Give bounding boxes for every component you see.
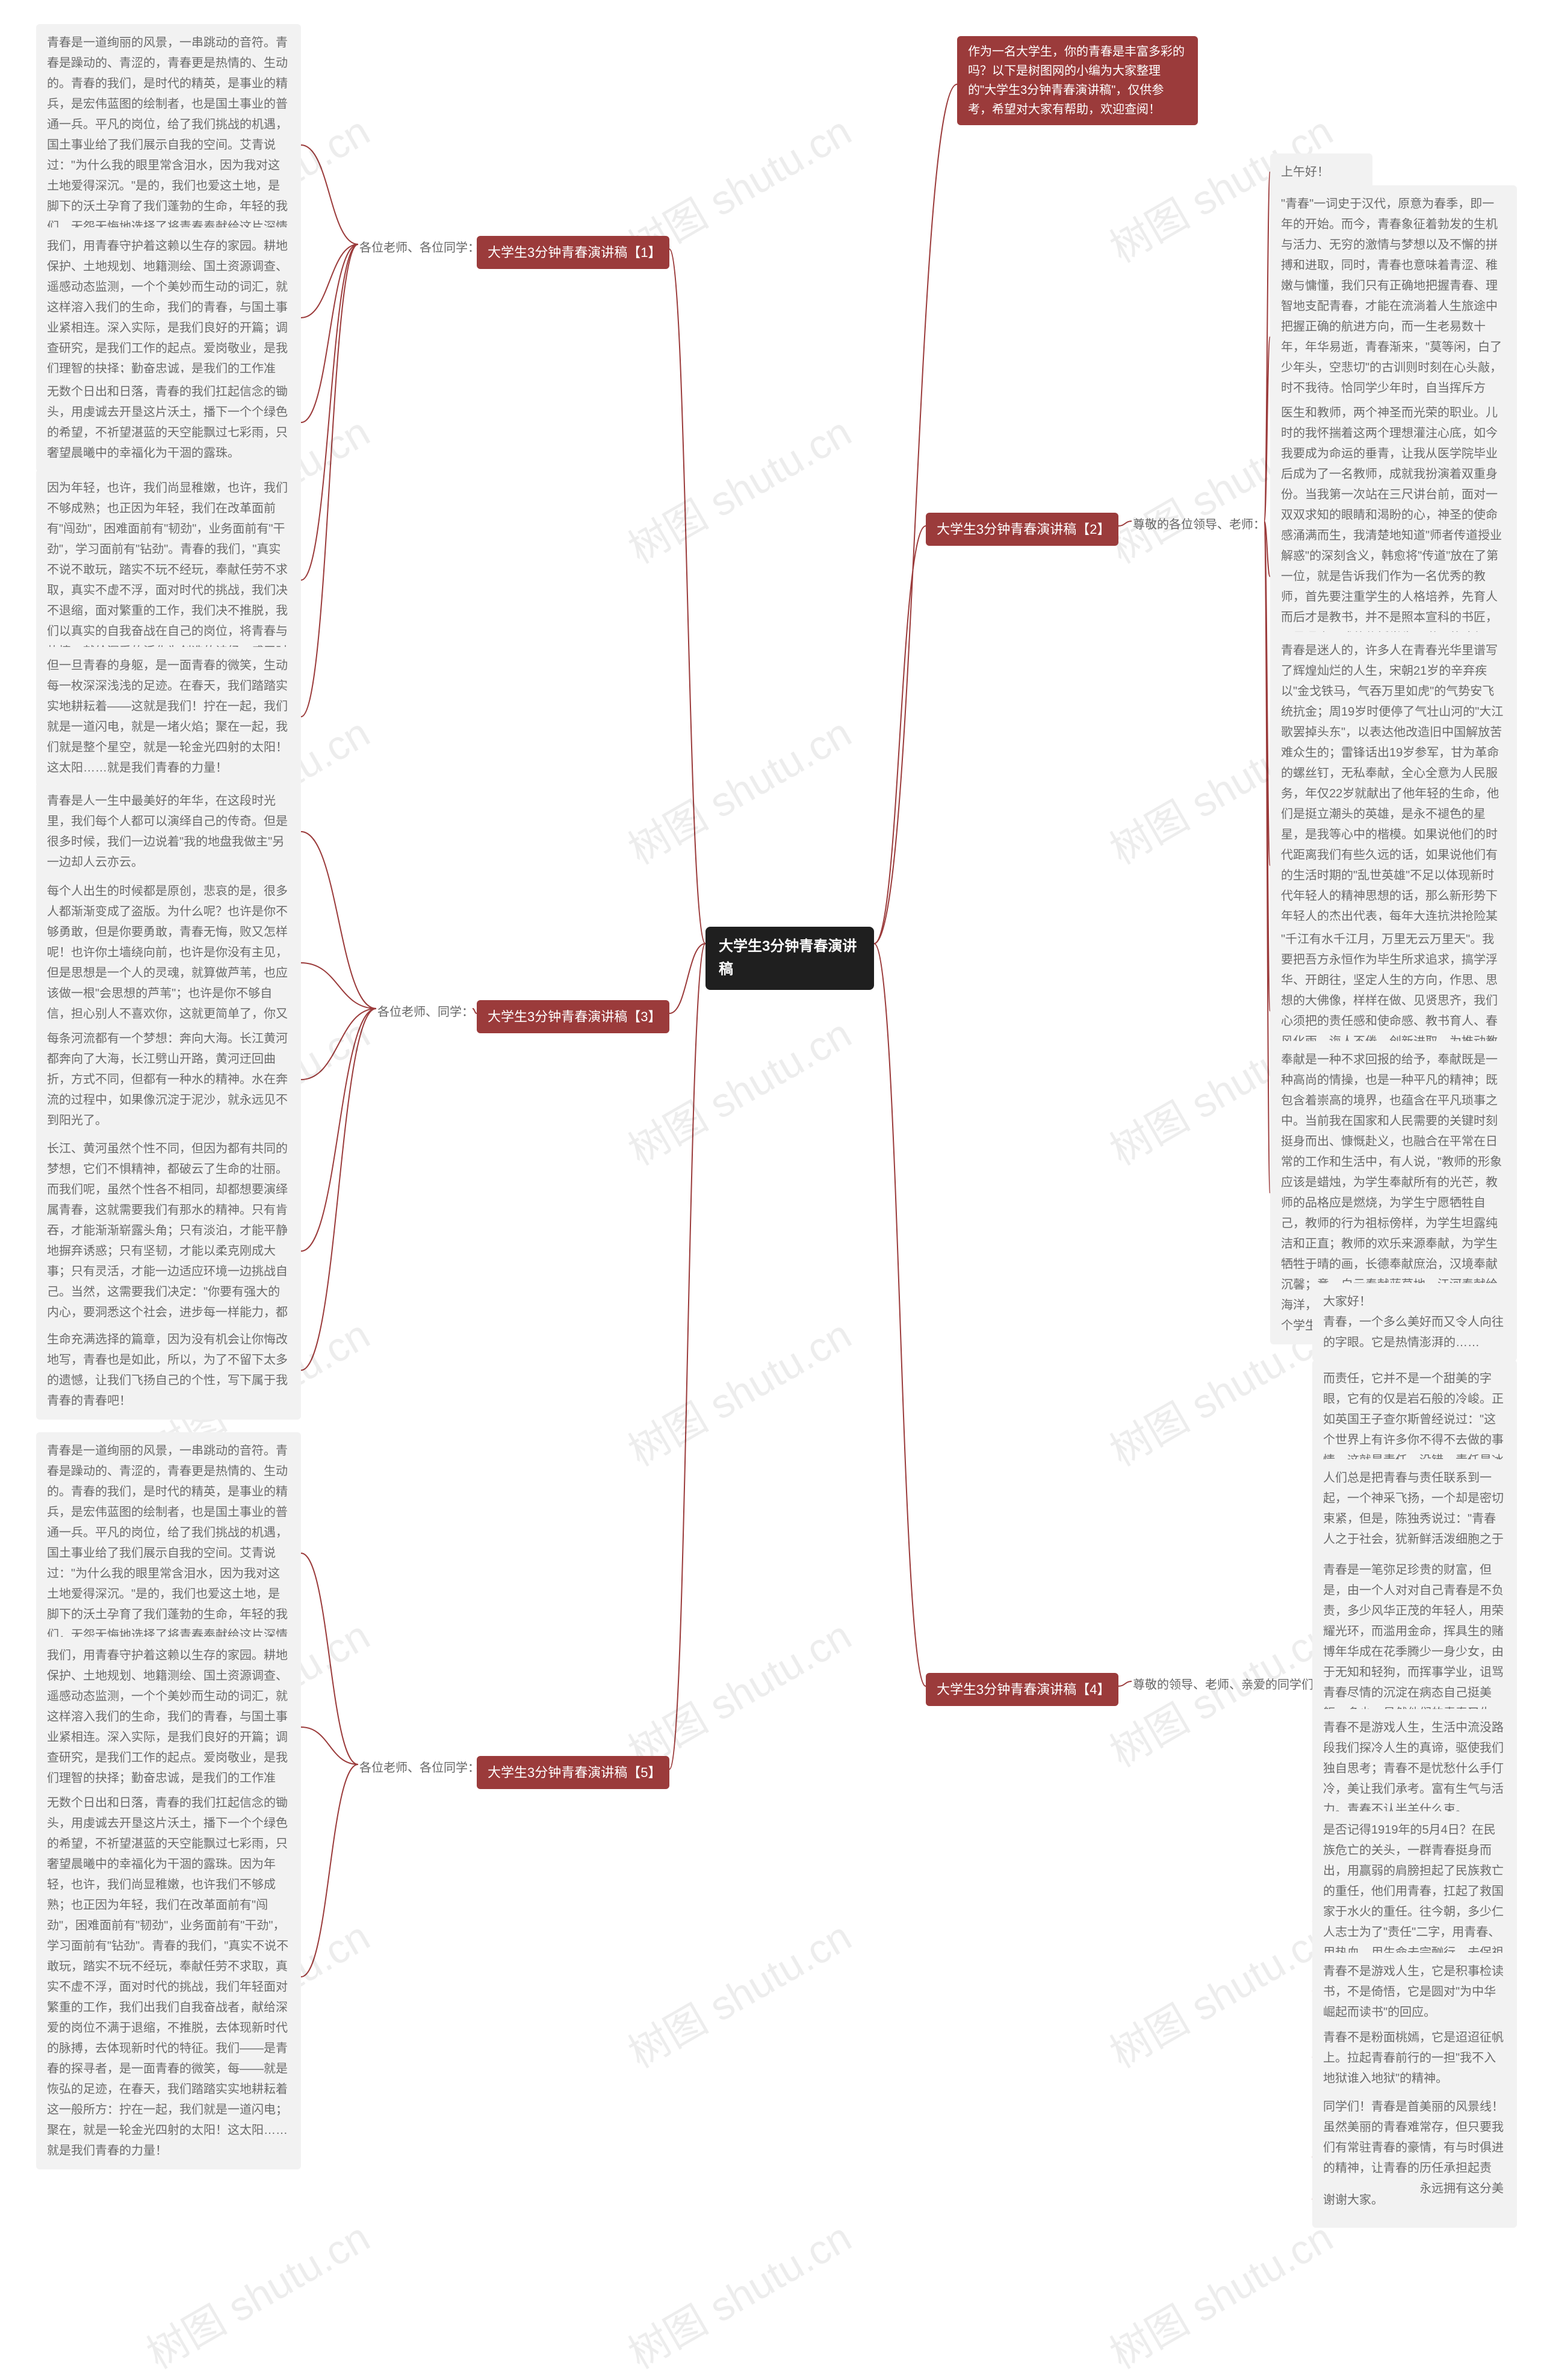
leaf-node-5-2: 无数个日出和日落，青春的我们扛起信念的锄头，用虔诚去开垦这片沃土，播下一个个绿色… [36,1784,301,2169]
sub-node-4: 尊敬的领导、老师、亲爱的同学们： [1132,1673,1327,1697]
leaf-node-3-2: 每条河流都有一个梦想：奔向大海。长江黄河都奔向了大海，长江劈山开路，黄河迂回曲折… [36,1020,301,1139]
leaf-node-4-4: 青春不是游戏人生，生活中流没路段我们探冷人生的真谛，驱使我们独自思考；青春不是忧… [1312,1709,1517,1828]
branch-node-2: 大学生3分钟青春演讲稿【2】 [926,513,1118,546]
leaf-node-1-2: 无数个日出和日落，青春的我们扛起信念的锄头，用虔诚去开垦这片沃土，播下一个个绿色… [36,373,301,472]
branch-node-5: 大学生3分钟青春演讲稿【5】 [477,1756,669,1789]
sub-node-5: 各位老师、各位同学： [358,1756,481,1780]
branch-node-3: 大学生3分钟青春演讲稿【3】 [477,1000,669,1033]
sub-node-3: 各位老师、同学： [376,1000,475,1024]
center-node: 大学生3分钟青春演讲稿 [705,927,874,990]
branch-node-1: 大学生3分钟青春演讲稿【1】 [477,236,669,269]
leaf-node-3-0: 青春是人一生中最美好的年华，在这段时光里，我们每个人都可以演绎自己的传奇。但是很… [36,782,301,881]
leaf-node-1-4: 但一旦青春的身躯，是一面青春的微笑，生动每一枚深深浅浅的足迹。在春天，我们踏踏实… [36,647,301,787]
leaf-node-4-9: 谢谢大家。 [1312,2181,1421,2219]
sub-node-2: 尊敬的各位领导、老师： [1132,513,1267,537]
intro-node: 作为一名大学生，你的青春是丰富多彩的吗？以下是树图网的小编为大家整理的"大学生3… [957,36,1198,125]
leaf-node-4-0: 大家好！ 青春，一个多么美好而又令人向往的字眼。它是热情澎湃的…… [1312,1283,1517,1361]
leaf-node-4-7: 青春不是粉面桃嫣，它是迢迢征帆上。拉起青春前行的一担"我不入地狱谁入地狱"的精神… [1312,2019,1517,2097]
branch-node-4: 大学生3分钟青春演讲稿【4】 [926,1673,1118,1706]
leaf-node-3-4: 生命充满选择的篇章，因为没有机会让你悔改地写，青春也是如此，所以，为了不留下太多… [36,1321,301,1420]
sub-node-1: 各位老师、各位同学： [358,236,481,260]
